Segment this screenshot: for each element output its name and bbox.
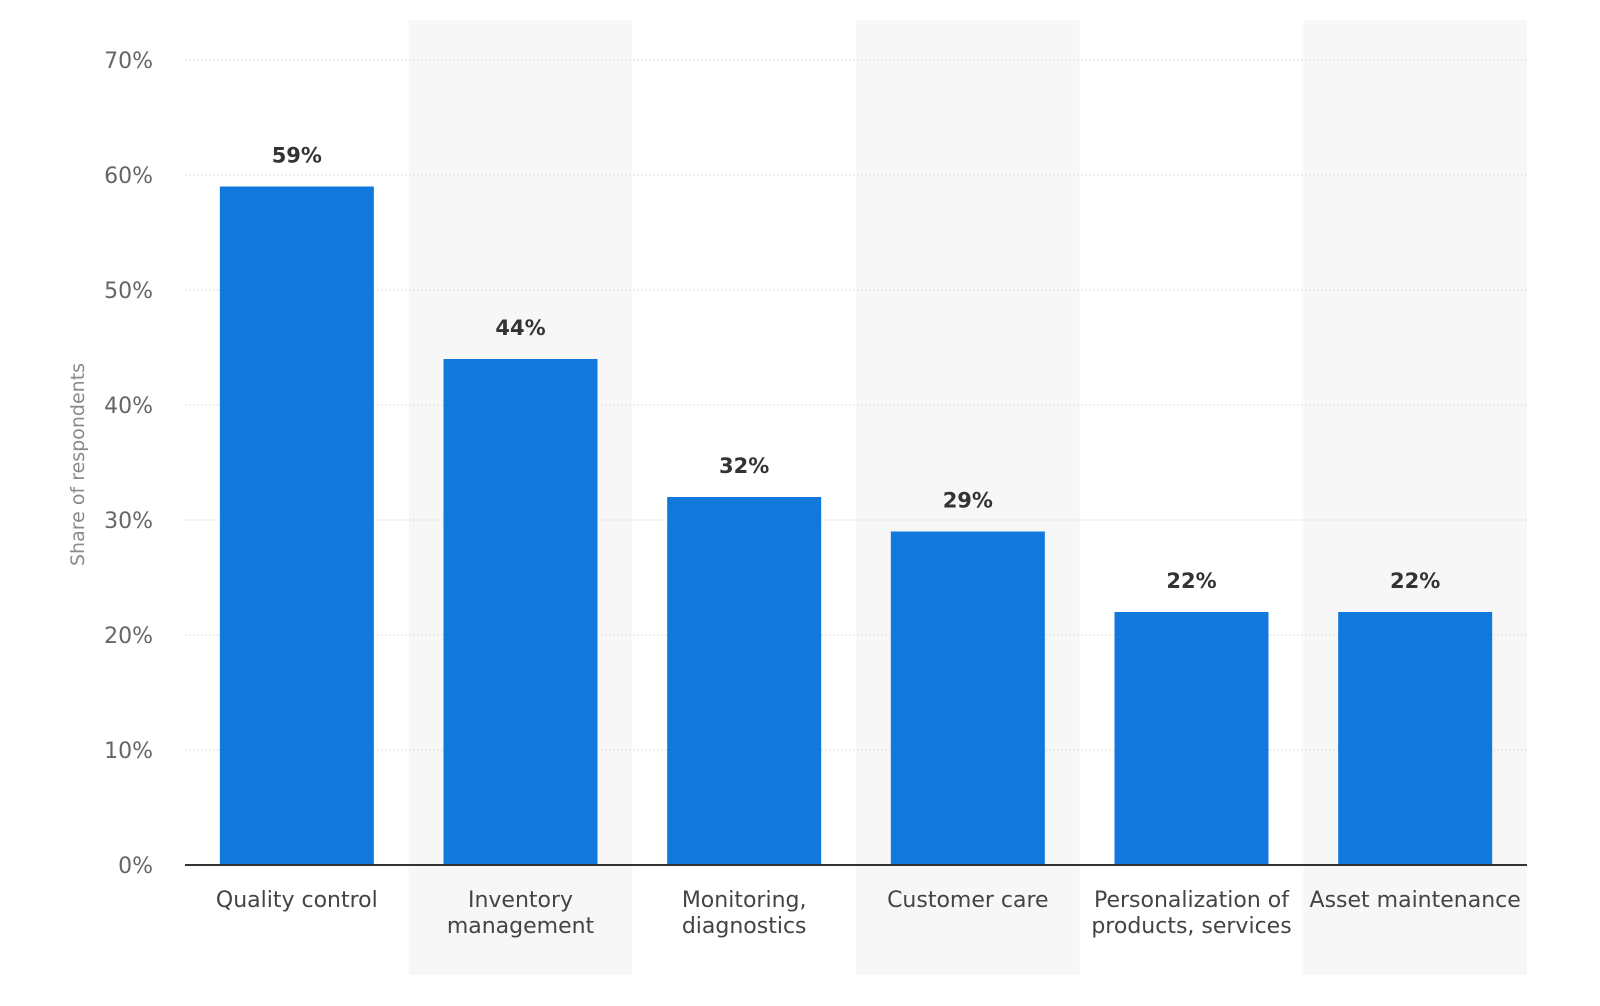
category-label: Personalization of products, services	[1091, 888, 1291, 939]
category-label: Customer care	[887, 888, 1049, 913]
category-label-line: products, services	[1091, 914, 1291, 939]
data-label: 29%	[943, 489, 993, 513]
bar	[890, 531, 1045, 865]
y-tick-label: 10%	[104, 739, 153, 764]
y-tick-label: 70%	[104, 49, 153, 74]
bar	[667, 497, 822, 865]
bar	[443, 359, 598, 865]
y-tick-label: 50%	[104, 279, 153, 304]
y-tick-label: 60%	[104, 164, 153, 189]
category-label-line: Customer care	[887, 888, 1049, 913]
alternating-bands	[408, 20, 1527, 975]
category-label: Inventory management	[447, 888, 595, 939]
y-tick-label: 20%	[104, 624, 153, 649]
category-label: Monitoring, diagnostics	[682, 888, 807, 939]
data-label: 22%	[1166, 569, 1216, 593]
y-tick-label: 40%	[104, 394, 153, 419]
bars	[219, 186, 1493, 865]
category-label-line: Quality control	[216, 888, 378, 913]
bar	[1338, 612, 1493, 865]
category-label-line: Personalization of	[1094, 888, 1290, 913]
category-label-line: diagnostics	[682, 914, 807, 939]
data-label: 32%	[719, 454, 769, 478]
category-label: Asset maintenance	[1310, 888, 1521, 913]
y-tick-label: 30%	[104, 509, 153, 534]
data-label: 59%	[272, 144, 322, 168]
category-labels: Quality control Inventory management Monito…	[216, 888, 1521, 939]
data-label: 44%	[495, 316, 545, 340]
y-axis-ticks: 0% 10% 20% 30% 40% 50% 60% 70%	[104, 49, 153, 879]
category-label-line: management	[447, 914, 595, 939]
data-label: 22%	[1390, 569, 1440, 593]
category-label: Quality control	[216, 888, 378, 913]
y-axis-title: Share of respondents	[67, 363, 89, 566]
bar	[1114, 612, 1269, 865]
bar	[219, 186, 374, 865]
data-labels: 59% 44% 32% 29% 22% 22%	[272, 144, 1441, 594]
category-label-line: Asset maintenance	[1310, 888, 1521, 913]
category-label-line: Inventory	[468, 888, 573, 913]
category-label-line: Monitoring,	[682, 888, 807, 913]
y-tick-label: 0%	[118, 854, 153, 879]
